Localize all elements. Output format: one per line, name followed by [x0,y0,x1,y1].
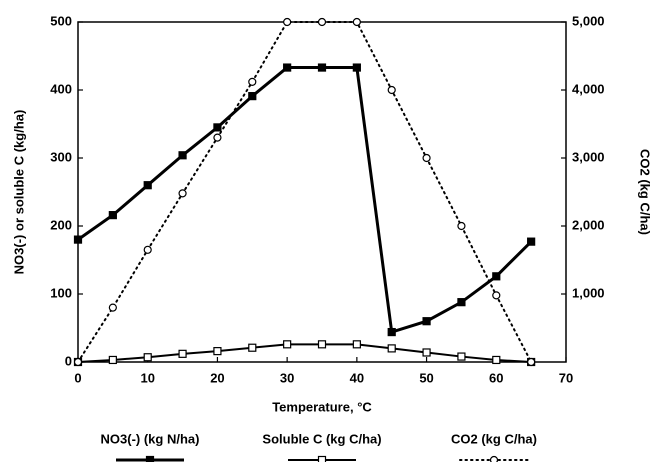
y2-axis-label: CO2 (kg C/ha) [638,149,653,235]
marker [422,317,431,326]
y-tick-label: 100 [50,285,72,300]
marker [108,355,117,365]
x-tick-label: 60 [489,370,503,385]
x-tick-label: 70 [559,370,573,385]
x-axis-label: Temperature, °C [272,399,372,414]
x-tick-label: 30 [280,370,294,385]
y2-tick-label: 2,000 [572,217,605,232]
marker [108,211,117,220]
marker [178,349,187,358]
marker [73,235,83,244]
marker [422,153,431,163]
plot-frame [77,21,567,363]
y-axis-label: NO3(-) or soluble C (kg/ha) [11,110,26,275]
series-line [77,21,533,363]
y2-tick-label: 1,000 [572,285,605,300]
legend-marker [317,455,327,462]
marker [527,357,536,367]
marker [387,344,396,353]
legend-label: NO3(-) (kg N/ha) [101,431,200,446]
marker [457,352,466,361]
marker [283,340,292,349]
marker [492,291,501,300]
marker [387,85,396,95]
x-tick-label: 0 [74,370,81,385]
marker [317,63,327,72]
legend-marker [489,455,499,462]
y-tick-label: 300 [50,149,72,164]
legend-label: CO2 (kg C/ha) [451,431,537,446]
marker [143,181,152,190]
x-tick-label: 20 [210,370,224,385]
x-tick-label: 40 [350,370,364,385]
y-tick-label: 200 [50,217,72,232]
marker [108,303,117,312]
marker [178,151,187,160]
marker [283,63,292,72]
marker [352,63,361,72]
y2-tick-label: 4,000 [572,81,605,96]
series-line [77,66,533,335]
marker [422,348,431,357]
marker [213,133,222,142]
y-tick-label: 0 [65,353,72,368]
marker [248,343,257,352]
y-tick-label: 500 [50,13,72,28]
marker [352,340,361,349]
legend-label: Soluble C (kg C/ha) [262,431,381,446]
legend-marker [145,455,155,462]
marker [492,272,501,281]
marker [317,17,327,27]
y2-tick-label: 3,000 [572,149,605,164]
marker [143,245,152,254]
marker [492,355,501,365]
marker [178,189,187,198]
marker [73,357,83,367]
marker [213,347,222,356]
marker [352,17,361,27]
marker [457,298,466,307]
marker [317,340,327,349]
x-tick-label: 50 [419,370,433,385]
y2-tick-label: 5,000 [572,13,605,28]
x-tick-label: 10 [140,370,154,385]
series-line [77,343,532,363]
y-tick-label: 400 [50,81,72,96]
marker [527,237,536,246]
marker [387,327,396,337]
marker [283,17,292,27]
marker [143,353,152,362]
marker [248,77,257,86]
marker [457,221,466,231]
marker [213,123,222,132]
marker [248,92,257,101]
